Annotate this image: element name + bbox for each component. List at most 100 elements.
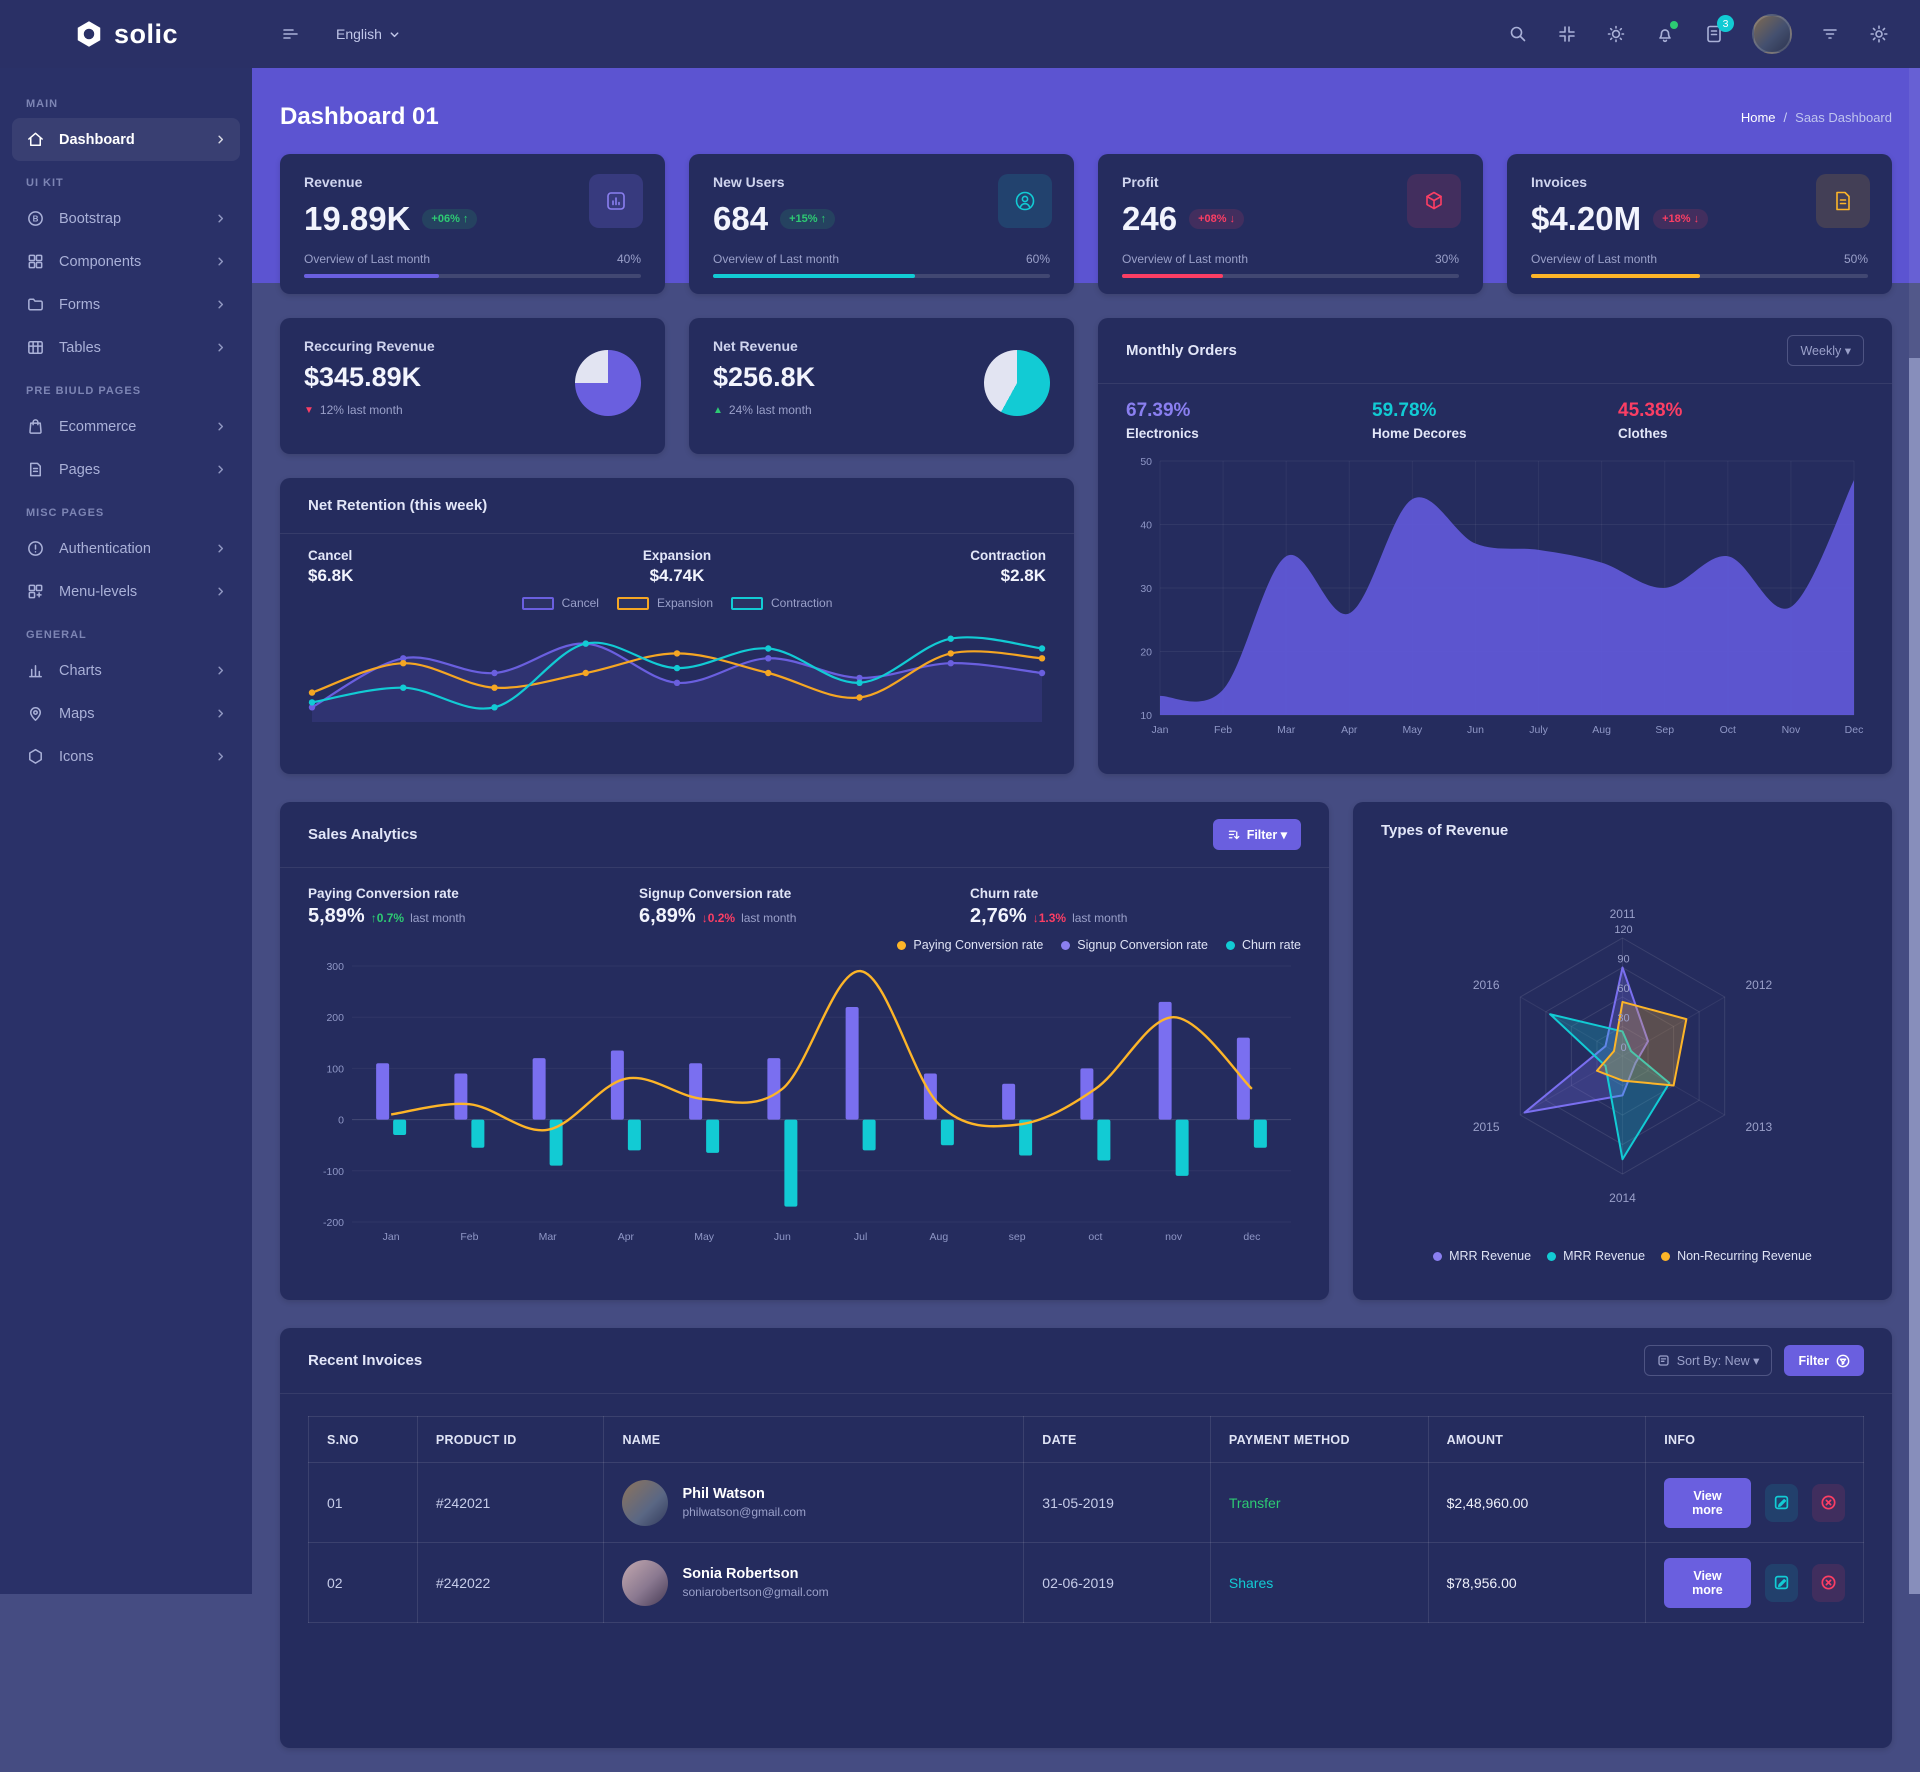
sidebar-item-charts[interactable]: Charts [12,649,240,692]
svg-text:B: B [33,214,39,223]
legend-item-churn[interactable]: Churn rate [1226,938,1301,952]
stat-progress [1531,274,1868,278]
retention-legend: Cancel Expansion Contraction [280,596,1074,610]
legend-item-mrr-2[interactable]: MRR Revenue [1547,1249,1645,1263]
svg-text:2013: 2013 [1745,1120,1772,1134]
svg-text:Apr: Apr [1341,724,1358,736]
net-revenue-card: Net Revenue $256.8K ▲24% last month [689,318,1074,454]
search-icon[interactable] [1507,23,1529,45]
theme-sun-icon[interactable] [1605,23,1627,45]
sidebar-item-menu-levels[interactable]: Menu-levels [12,570,240,613]
svg-text:20: 20 [1140,647,1152,659]
payment-method: Shares [1229,1575,1273,1591]
weekly-dropdown-button[interactable]: Weekly ▾ [1787,335,1864,366]
customer-name: Phil Watson [682,1486,806,1502]
sidebar-item-maps[interactable]: Maps [12,692,240,735]
sidebar-item-label: Tables [59,340,101,356]
col-info: INFO [1646,1417,1864,1463]
legend-item-contraction[interactable]: Contraction [731,596,832,610]
breadcrumb: Home / Saas Dashboard [1741,110,1892,125]
avatar [622,1560,668,1606]
sidebar-item-label: Dashboard [59,132,135,148]
stat-value: $4.20M [1531,200,1641,238]
chevron-right-icon [215,342,226,353]
page-scrollbar[interactable] [1909,68,1920,1594]
customer-email: philwatson@gmail.com [682,1505,806,1519]
hamburger-menu-icon[interactable] [280,23,302,45]
view-more-button[interactable]: View more [1664,1478,1750,1528]
user-avatar[interactable] [1752,14,1792,54]
panel-title: Monthly Orders [1126,342,1237,359]
legend-item-cancel[interactable]: Cancel [522,596,599,610]
card-label: Net Revenue [713,338,1050,354]
legend-dot [1433,1252,1442,1261]
home-icon [26,130,45,149]
legend-label: Non-Recurring Revenue [1677,1249,1812,1263]
orders-stat-label: Home Decores [1372,426,1618,441]
fullscreen-icon[interactable] [1556,23,1578,45]
svg-text:120: 120 [1614,924,1632,936]
sidebar-item-forms[interactable]: Forms [12,283,240,326]
stat-progress-fill [713,274,915,278]
cell-date: 31-05-2019 [1024,1463,1211,1543]
legend-item-non-recurring[interactable]: Non-Recurring Revenue [1661,1249,1812,1263]
stat-card-revenue: Revenue 19.89K +06% ↑ Overview of Last m… [280,154,665,294]
gear-icon[interactable] [1868,23,1890,45]
breadcrumb-home-link[interactable]: Home [1741,110,1776,125]
sidebar: MAIN Dashboard UI KIT B Bootstrap Compon… [0,68,252,1594]
chevron-right-icon [215,751,226,762]
svg-text:100: 100 [326,1063,344,1075]
delete-button[interactable] [1812,1564,1845,1602]
stat-percent: 60% [1026,252,1050,266]
sidebar-item-label: Bootstrap [59,211,121,227]
svg-text:Jul: Jul [854,1231,867,1243]
legend-item-expansion[interactable]: Expansion [617,596,713,610]
legend-label: Paying Conversion rate [913,938,1043,952]
scrollbar-thumb[interactable] [1909,358,1920,1594]
col-amount: AMOUNT [1428,1417,1646,1463]
avatar [622,1480,668,1526]
message-count-badge: 3 [1717,15,1734,32]
sales-stat-delta: 0.2% [708,911,735,925]
language-selector[interactable]: English [336,26,400,42]
cell-date: 02-06-2019 [1024,1543,1211,1623]
notifications-bell[interactable] [1654,23,1676,45]
sales-filter-button[interactable]: Filter ▾ [1213,819,1301,850]
delete-button[interactable] [1812,1484,1845,1522]
card-delta: 24% last month [729,403,812,417]
view-more-button[interactable]: View more [1664,1558,1750,1608]
legend-item-signup[interactable]: Signup Conversion rate [1061,938,1208,952]
legend-item-paying[interactable]: Paying Conversion rate [897,938,1043,952]
svg-text:Apr: Apr [618,1231,635,1243]
sidebar-item-authentication[interactable]: Authentication [12,527,240,570]
sales-stat-value: 2,76% [970,905,1027,928]
invoices-filter-button[interactable]: Filter [1784,1345,1864,1376]
sidebar-item-tables[interactable]: Tables [12,326,240,369]
edit-button[interactable] [1765,1564,1798,1602]
cell-sno: 02 [309,1543,418,1623]
sort-by-button[interactable]: Sort By: New ▾ [1644,1345,1773,1376]
sidebar-item-components[interactable]: Components [12,240,240,283]
legend-label: MRR Revenue [1563,1249,1645,1263]
messages-button[interactable]: 3 [1703,23,1725,45]
invoice-file-icon [1831,189,1855,213]
sidebar-item-icons[interactable]: Icons [12,735,240,778]
sidebar-item-dashboard[interactable]: Dashboard [12,118,240,161]
sidebar-item-ecommerce[interactable]: Ecommerce [12,405,240,448]
retention-stat-value: $4.74K [554,566,800,586]
edit-button[interactable] [1765,1484,1798,1522]
svg-text:300: 300 [326,961,344,973]
net-retention-panel: Net Retention (this week) Cancel$6.8K Ex… [280,478,1074,774]
col-name: NAME [604,1417,1024,1463]
chevron-right-icon [215,708,226,719]
svg-text:Dec: Dec [1845,724,1864,736]
panel-title: Types of Revenue [1381,822,1508,839]
sidebar-item-bootstrap[interactable]: B Bootstrap [12,197,240,240]
brand-logo[interactable]: solic [0,19,252,50]
legend-label: Expansion [657,596,713,610]
filter-button-label: Filter [1798,1354,1829,1368]
sidebar-item-pages[interactable]: Pages [12,448,240,491]
filter-lines-icon[interactable] [1819,23,1841,45]
legend-item-mrr-1[interactable]: MRR Revenue [1433,1249,1531,1263]
